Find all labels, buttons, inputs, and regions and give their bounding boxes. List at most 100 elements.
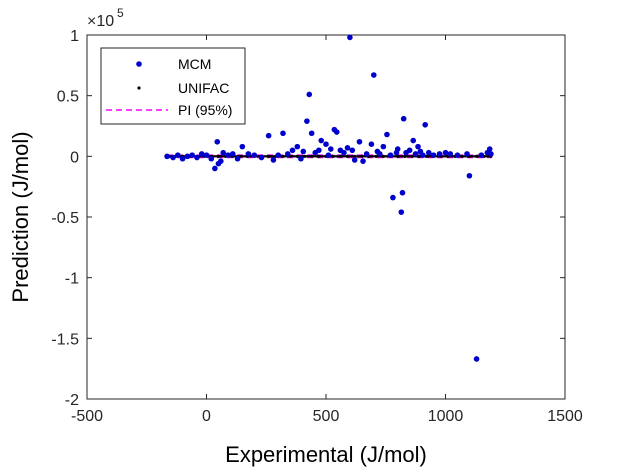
- mcm-point: [333, 129, 340, 135]
- mcm-point: [349, 147, 356, 154]
- mcm-point: [419, 152, 426, 158]
- mcm-point: [406, 147, 413, 154]
- mcm-point: [356, 138, 363, 145]
- legend-item-pi: PI (95%): [106, 102, 232, 118]
- mcm-point: [323, 141, 329, 147]
- mcm-point: [442, 149, 449, 156]
- mcm-point: [360, 158, 366, 164]
- mcm-point: [368, 141, 375, 147]
- x-tick-label: 500: [313, 408, 340, 425]
- mcm-point: [203, 152, 210, 158]
- y-multiplier-base: ×10: [87, 13, 114, 30]
- mcm-point: [239, 143, 246, 150]
- mcm-point: [415, 143, 421, 150]
- legend-item-mcm: MCM: [136, 56, 211, 72]
- mcm-point: [289, 147, 296, 154]
- legend: MCM UNIFAC PI (95%): [100, 47, 246, 125]
- mcm-point: [251, 152, 258, 158]
- mcm-point: [486, 146, 493, 152]
- mcm-point: [258, 154, 265, 161]
- mcm-series: [164, 34, 494, 362]
- mcm-point: [306, 91, 313, 98]
- legend-box: [100, 47, 246, 125]
- mcm-point: [325, 152, 332, 158]
- mcm-point: [384, 131, 390, 138]
- mcm-point: [398, 209, 405, 215]
- mcm-point: [351, 157, 358, 163]
- y-tick-label: -1: [65, 271, 79, 288]
- mcm-point: [284, 151, 291, 157]
- mcm-point: [466, 172, 473, 179]
- mcm-point: [294, 143, 301, 150]
- mcm-point: [170, 154, 176, 161]
- mcm-point: [208, 155, 215, 162]
- y-tick-label: -1.5: [51, 331, 79, 348]
- mcm-point: [390, 194, 396, 201]
- mcm-point: [454, 152, 461, 158]
- mcm-point: [318, 137, 325, 144]
- mcm-point: [179, 155, 186, 162]
- mcm-point: [164, 153, 170, 160]
- mcm-point: [341, 149, 347, 156]
- y-tick-label: 0.5: [57, 89, 79, 106]
- mcm-point: [327, 146, 334, 152]
- mcm-point: [400, 115, 407, 122]
- mcm-point: [280, 130, 286, 137]
- x-tick-label: -500: [71, 408, 103, 425]
- mcm-point: [298, 155, 304, 162]
- mcm-point: [430, 152, 437, 158]
- mcm-point: [488, 151, 494, 157]
- mcm-point: [347, 34, 353, 41]
- mcm-point: [270, 157, 277, 163]
- y-multiplier-exponent: 5: [117, 6, 124, 20]
- mcm-point: [218, 158, 224, 164]
- x-tick-label: 1000: [428, 408, 464, 425]
- mcm-point: [225, 152, 231, 158]
- mcm-point: [300, 148, 307, 155]
- mcm-point: [363, 151, 370, 157]
- mcm-point: [316, 147, 322, 154]
- mcm-point: [410, 137, 417, 144]
- mcm-point: [214, 138, 221, 145]
- mcm-point: [194, 154, 200, 161]
- mcm-point: [425, 149, 432, 156]
- mcm-point: [229, 151, 236, 157]
- y-tick-label: -2: [65, 392, 79, 409]
- mcm-point: [344, 145, 351, 151]
- mcm-point: [422, 121, 428, 128]
- y-tick-label: 1: [70, 28, 79, 45]
- mcm-point: [478, 152, 485, 158]
- mcm-point: [212, 165, 218, 172]
- mcm-point: [436, 151, 443, 157]
- mcm-point: [308, 130, 315, 137]
- legend-item-unifac: UNIFAC: [137, 80, 229, 96]
- mcm-point: [376, 151, 383, 157]
- mcm-point: [304, 118, 310, 124]
- mcm-point: [265, 132, 272, 139]
- mcm-point: [234, 155, 241, 162]
- x-tick-label: 0: [202, 408, 211, 425]
- mcm-point: [447, 151, 454, 157]
- x-axis-title: Experimental (J/mol): [225, 442, 427, 467]
- mcm-point: [394, 146, 401, 152]
- legend-pi-label: PI (95%): [178, 102, 232, 118]
- mcm-point: [371, 72, 377, 78]
- mcm-point: [275, 152, 282, 158]
- x-tick-label: 1500: [547, 408, 583, 425]
- legend-mcm-label: MCM: [178, 56, 211, 72]
- y-axis-title: Prediction (J/mol): [8, 131, 33, 302]
- mcm-point: [189, 152, 195, 158]
- legend-unifac-marker: [137, 86, 141, 90]
- mcm-point: [220, 149, 227, 156]
- mcm-point: [399, 189, 406, 196]
- mcm-point: [198, 151, 205, 157]
- x-axis-ticks: -500 0 500 1000 1500: [71, 35, 583, 425]
- y-tick-label: 0: [70, 149, 79, 166]
- mcm-point: [380, 143, 387, 150]
- mcm-point: [245, 151, 252, 157]
- y-multiplier: ×10 5: [87, 6, 124, 30]
- mcm-point: [464, 151, 470, 157]
- mcm-point: [184, 153, 191, 160]
- mcm-point: [387, 152, 394, 158]
